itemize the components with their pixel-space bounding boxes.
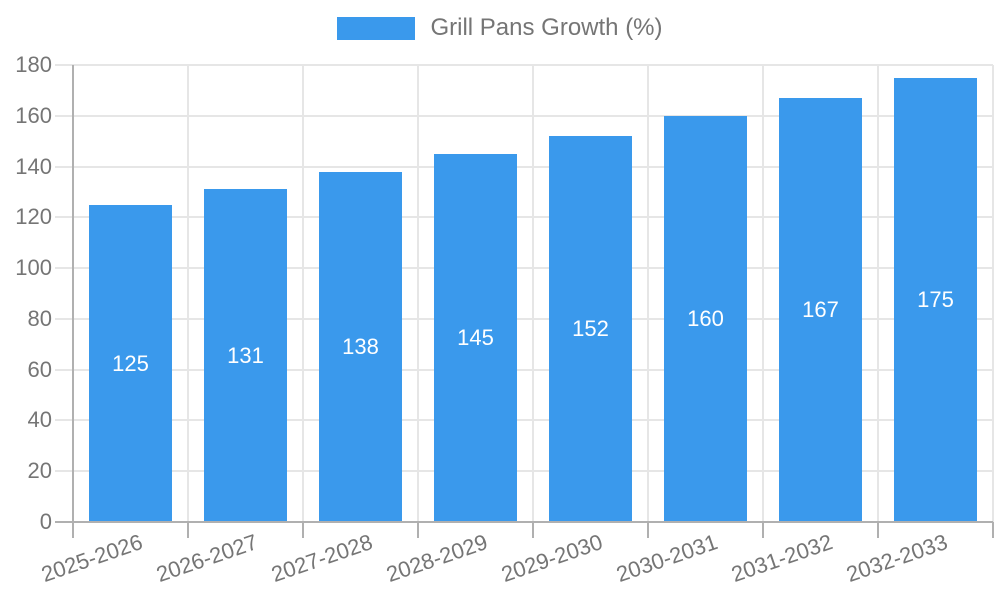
gridline-vertical [532, 65, 534, 522]
x-axis-tick [647, 522, 649, 538]
bar-2028-2029: 145 [434, 154, 517, 522]
gridline-horizontal [55, 64, 993, 66]
bar-value-label: 138 [342, 334, 379, 359]
gridline-horizontal [55, 470, 993, 473]
y-axis-tick-label: 0 [39, 509, 52, 534]
bar-2032-2033: 175 [894, 78, 977, 522]
gridline-horizontal [55, 216, 993, 219]
legend-label[interactable]: Grill Pans Growth (%) [430, 14, 663, 41]
gridline-vertical [762, 65, 764, 522]
x-axis-line [55, 521, 993, 523]
bar-value-label: 167 [802, 297, 839, 322]
x-axis-tick [187, 522, 189, 538]
x-axis-category-label: 2027-2028 [268, 529, 376, 588]
y-axis-tick-label: 20 [27, 458, 52, 484]
x-axis-tick [532, 522, 534, 538]
gridline-horizontal [55, 419, 993, 422]
legend-swatch[interactable] [337, 16, 416, 40]
y-axis-tick-label: 180 [15, 52, 52, 77]
bar-2030-2031: 160 [664, 116, 747, 522]
x-axis-tick [417, 522, 419, 538]
x-axis-category-label: 2028-2029 [383, 529, 491, 588]
bar-value-label: 175 [917, 287, 954, 312]
y-axis-tick-label: 60 [27, 356, 52, 382]
x-axis-tick [992, 522, 994, 538]
gridline-horizontal [55, 317, 993, 320]
gridline-vertical [992, 65, 994, 522]
y-axis-tick-label: 160 [15, 102, 52, 128]
gridline-horizontal [55, 114, 993, 117]
bar-2029-2030: 152 [549, 136, 632, 522]
bar-value-label: 145 [457, 325, 494, 350]
x-axis-category-label: 2029-2030 [498, 529, 606, 588]
gridline-vertical [877, 65, 879, 522]
bar-value-label: 160 [687, 306, 724, 331]
y-axis-tick-label: 40 [27, 407, 52, 433]
x-axis-tick [877, 522, 879, 538]
x-axis-category-label: 2032-2033 [843, 529, 951, 588]
gridline-horizontal [55, 368, 993, 371]
bar-value-label: 152 [572, 316, 609, 341]
legend: Grill Pans Growth (%) [0, 16, 1000, 40]
bar-value-label: 125 [112, 350, 149, 376]
gridline-vertical [187, 65, 189, 522]
bar-2026-2027: 131 [204, 189, 287, 522]
bar-value-label: 131 [227, 342, 264, 368]
x-axis-category-label: 2026-2027 [153, 529, 261, 588]
gridline-vertical [647, 65, 649, 522]
x-axis-category-label: 2031-2032 [728, 529, 836, 588]
y-axis-tick-label: 100 [15, 255, 52, 281]
bar-2031-2032: 167 [779, 98, 862, 522]
y-axis-line [72, 65, 74, 538]
x-axis-category-label: 2030-2031 [613, 529, 721, 588]
x-axis-tick [762, 522, 764, 538]
gridline-horizontal [55, 165, 993, 168]
x-axis-tick [302, 522, 304, 538]
gridline-vertical [302, 65, 304, 522]
gridline-vertical [417, 65, 419, 522]
y-axis-tick-label: 140 [15, 153, 52, 179]
y-axis-tick-label: 80 [27, 305, 52, 331]
y-axis-tick-label: 120 [15, 204, 52, 230]
gridline-horizontal [55, 267, 993, 270]
bar-2025-2026: 125 [89, 205, 172, 522]
x-axis-category-label: 2025-2026 [38, 529, 146, 588]
bar-2027-2028: 138 [319, 172, 402, 522]
